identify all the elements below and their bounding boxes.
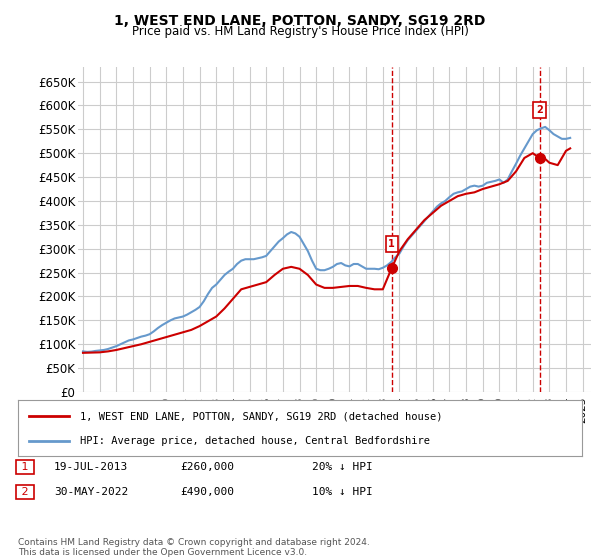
Text: Price paid vs. HM Land Registry's House Price Index (HPI): Price paid vs. HM Land Registry's House …	[131, 25, 469, 38]
Text: 2: 2	[18, 487, 32, 497]
Text: £260,000: £260,000	[180, 462, 234, 472]
Text: £490,000: £490,000	[180, 487, 234, 497]
Text: 30-MAY-2022: 30-MAY-2022	[54, 487, 128, 497]
Text: 10% ↓ HPI: 10% ↓ HPI	[312, 487, 373, 497]
Text: 1: 1	[388, 239, 395, 249]
Text: 2: 2	[536, 105, 543, 115]
Text: 1: 1	[18, 462, 32, 472]
Text: 20% ↓ HPI: 20% ↓ HPI	[312, 462, 373, 472]
Text: 1, WEST END LANE, POTTON, SANDY, SG19 2RD: 1, WEST END LANE, POTTON, SANDY, SG19 2R…	[115, 14, 485, 28]
Text: 19-JUL-2013: 19-JUL-2013	[54, 462, 128, 472]
Text: HPI: Average price, detached house, Central Bedfordshire: HPI: Average price, detached house, Cent…	[80, 436, 430, 446]
Text: 1, WEST END LANE, POTTON, SANDY, SG19 2RD (detached house): 1, WEST END LANE, POTTON, SANDY, SG19 2R…	[80, 411, 443, 421]
Text: Contains HM Land Registry data © Crown copyright and database right 2024.
This d: Contains HM Land Registry data © Crown c…	[18, 538, 370, 557]
